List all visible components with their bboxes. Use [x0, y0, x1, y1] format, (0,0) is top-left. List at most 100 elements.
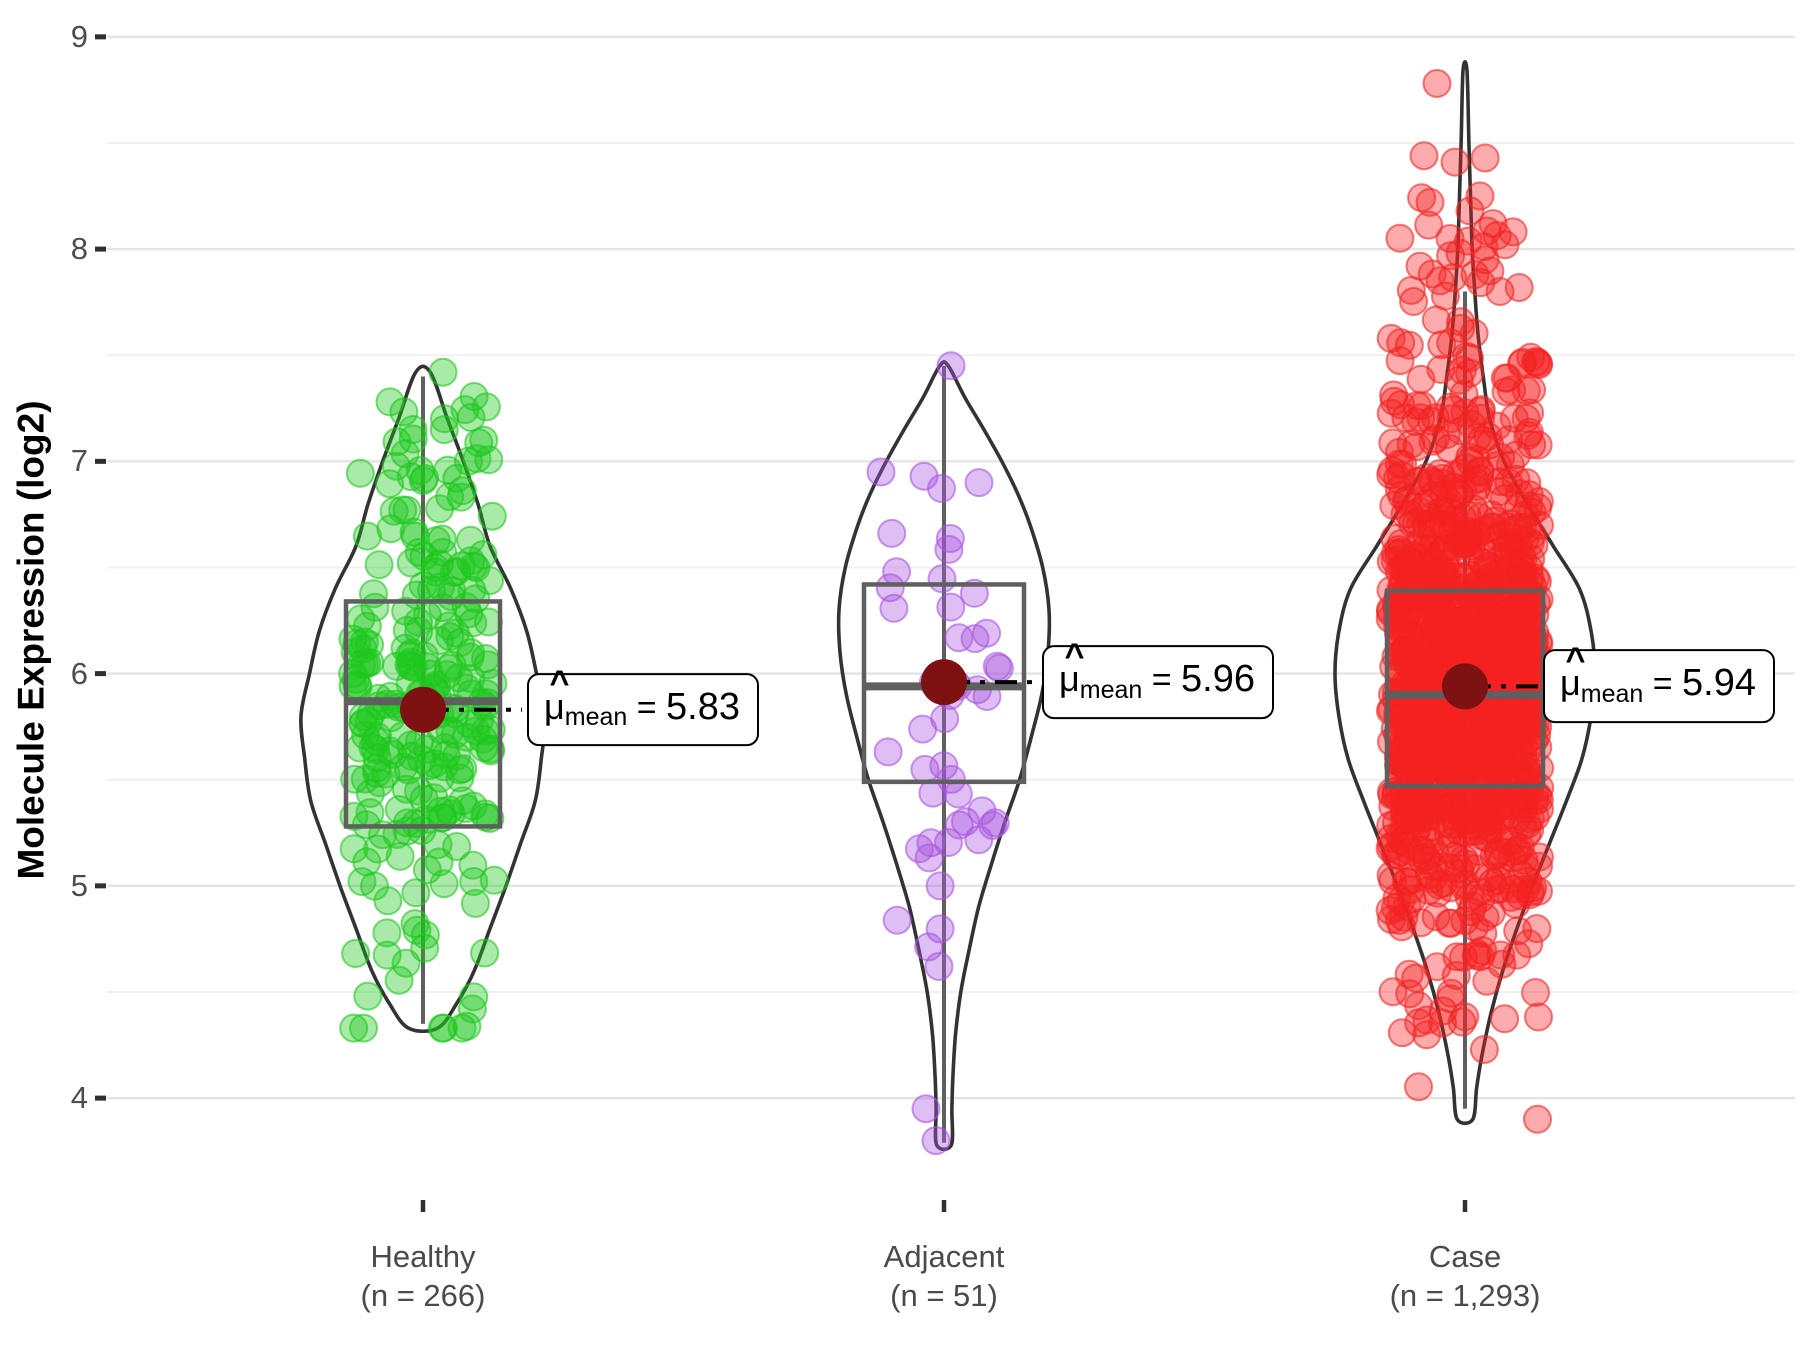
data-point: [925, 871, 955, 901]
data-point: [936, 592, 966, 622]
data-point: [1523, 1104, 1552, 1134]
data-point: [363, 722, 393, 752]
data-point: [1470, 902, 1500, 932]
data-point: [1435, 792, 1465, 821]
data-point: [1377, 456, 1407, 486]
data-point: [1446, 314, 1476, 343]
data-point: [1507, 349, 1537, 379]
data-point: [1497, 375, 1526, 405]
data-point: [475, 566, 505, 596]
group-name: Adjacent: [883, 1239, 1005, 1274]
data-point: [1412, 1005, 1442, 1035]
group-case: [1333, 60, 1597, 1134]
group-name: Case: [1428, 1239, 1502, 1274]
data-point: [1415, 187, 1445, 217]
data-point: [1395, 546, 1425, 576]
data-point: [936, 351, 966, 381]
y-tick-label: 7: [70, 443, 88, 479]
data-point: [877, 518, 907, 548]
data-point: [935, 524, 965, 553]
data-point: [1438, 263, 1468, 293]
data-point: [349, 1013, 378, 1043]
data-point: [1405, 570, 1435, 600]
data-point: [1404, 1072, 1433, 1102]
violin-outline: [836, 360, 1052, 1152]
data-point: [882, 557, 912, 587]
data-point: [428, 593, 458, 622]
data-point: [435, 622, 465, 652]
data-point: [427, 1013, 457, 1043]
data-point: [429, 415, 459, 445]
data-point: [353, 981, 383, 1011]
data-point: [1516, 609, 1546, 639]
x-group-label-adjacent: Adjacent (n = 51): [734, 1237, 1154, 1315]
data-point: [437, 576, 467, 606]
y-tick-label: 4: [70, 1080, 88, 1116]
data-point: [450, 395, 480, 425]
data-point: [372, 940, 402, 970]
data-point: [1466, 403, 1496, 433]
x-group-label-case: Case (n = 1,293): [1255, 1237, 1675, 1315]
data-point: [1382, 593, 1412, 623]
box: [343, 599, 503, 829]
data-point: [1414, 876, 1444, 905]
data-point: [392, 808, 422, 838]
data-point: [930, 704, 960, 734]
data-point: [389, 397, 419, 427]
data-point: [428, 537, 458, 567]
data-point: [960, 624, 990, 654]
data-point: [477, 501, 507, 531]
data-point: [1518, 572, 1548, 602]
data-point: [434, 611, 464, 641]
data-point: [457, 575, 487, 605]
data-point: [1404, 991, 1434, 1021]
data-point: [462, 444, 492, 474]
violin-outline: [299, 364, 547, 1034]
data-point: [352, 649, 382, 679]
data-point: [914, 843, 944, 873]
data-point: [373, 886, 403, 916]
data-point: [455, 642, 485, 672]
data-point: [1505, 606, 1535, 636]
mu-hat-symbol: ^ μ: [1560, 641, 1586, 704]
data-point: [1448, 768, 1478, 798]
data-point: [401, 878, 431, 908]
data-point: [1409, 141, 1439, 171]
data-point: [1425, 794, 1455, 823]
data-point: [1411, 463, 1441, 492]
data-point: [459, 867, 489, 896]
data-point: [866, 457, 896, 487]
data-point: [1490, 1004, 1520, 1034]
data-point: [1395, 836, 1425, 865]
data-point: [339, 1013, 369, 1043]
data-point: [916, 828, 946, 858]
data-point: [419, 783, 449, 813]
data-point: [404, 776, 433, 806]
data-point: [1455, 358, 1485, 388]
data-point: [1521, 978, 1550, 1007]
data-point: [925, 914, 955, 944]
data-point: [1466, 268, 1496, 298]
mean-value: 5.94: [1682, 662, 1757, 705]
data-point: [425, 549, 454, 579]
data-point: [1385, 223, 1415, 253]
data-point: [364, 550, 394, 580]
mean-point: [1442, 663, 1488, 710]
data-point: [341, 939, 371, 968]
data-point: [1430, 281, 1460, 311]
data-point: [1524, 784, 1554, 814]
data-point: [456, 525, 486, 555]
data-point: [410, 933, 440, 963]
data-point: [911, 1094, 941, 1124]
data-point: [1512, 809, 1542, 839]
data-point: [1441, 629, 1471, 659]
data-point: [1384, 905, 1414, 935]
data-point: [420, 553, 450, 583]
data-point: [398, 652, 428, 682]
data-point: [375, 469, 405, 499]
data-point: [1455, 343, 1484, 373]
data-point: [1432, 709, 1462, 739]
data-point: [1483, 839, 1513, 869]
data-point: [415, 659, 445, 689]
